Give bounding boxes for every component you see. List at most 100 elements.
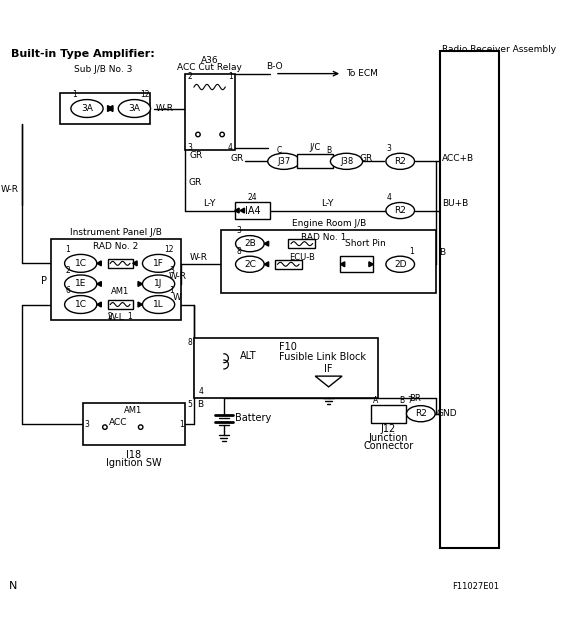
Ellipse shape xyxy=(143,295,175,314)
Text: W-R: W-R xyxy=(169,272,186,281)
Ellipse shape xyxy=(118,100,151,117)
Text: RAD No. 1: RAD No. 1 xyxy=(302,233,347,242)
Ellipse shape xyxy=(65,255,97,272)
Text: ACC Cut Relay: ACC Cut Relay xyxy=(177,63,242,72)
Text: IA4: IA4 xyxy=(245,206,261,215)
Text: J/C: J/C xyxy=(310,144,321,152)
Ellipse shape xyxy=(386,256,415,272)
Text: 4: 4 xyxy=(387,193,391,202)
Text: A: A xyxy=(372,396,378,404)
Text: RAD No. 2: RAD No. 2 xyxy=(93,242,138,251)
Polygon shape xyxy=(138,302,143,307)
Polygon shape xyxy=(369,262,373,267)
Text: A36: A36 xyxy=(201,56,218,65)
Ellipse shape xyxy=(236,236,264,251)
Text: AM1: AM1 xyxy=(125,406,143,415)
Text: 3: 3 xyxy=(387,144,391,153)
Text: Sub J/B No. 3: Sub J/B No. 3 xyxy=(74,65,133,74)
Bar xyxy=(288,239,315,248)
Text: 2: 2 xyxy=(187,72,192,81)
Bar xyxy=(108,259,133,268)
Text: L-Y: L-Y xyxy=(204,199,216,208)
Polygon shape xyxy=(264,241,268,246)
Text: 3A: 3A xyxy=(129,104,140,113)
Bar xyxy=(186,74,235,150)
Text: B-O: B-O xyxy=(267,62,283,71)
Text: B: B xyxy=(399,396,405,404)
Text: GR: GR xyxy=(360,154,373,163)
Text: 24: 24 xyxy=(248,192,257,201)
Ellipse shape xyxy=(143,275,175,293)
Bar xyxy=(108,300,133,309)
Text: F11027E01: F11027E01 xyxy=(452,582,500,591)
Text: Instrument Panel J/B: Instrument Panel J/B xyxy=(70,227,161,236)
Ellipse shape xyxy=(331,153,363,170)
Text: Built-in Type Amplifier:: Built-in Type Amplifier: xyxy=(11,50,155,60)
Text: To ECM: To ECM xyxy=(346,69,378,78)
Circle shape xyxy=(138,425,143,429)
Polygon shape xyxy=(240,208,245,213)
Text: 2C: 2C xyxy=(244,260,256,269)
Text: 5: 5 xyxy=(188,400,192,410)
Text: Engine Room J/B: Engine Room J/B xyxy=(292,220,365,229)
Polygon shape xyxy=(108,105,113,112)
Text: 3: 3 xyxy=(169,265,174,274)
Text: W: W xyxy=(173,293,182,302)
Text: ACC: ACC xyxy=(109,418,128,427)
Text: Ignition SW: Ignition SW xyxy=(105,458,161,467)
Text: 7: 7 xyxy=(407,396,412,405)
Ellipse shape xyxy=(71,100,103,117)
Text: ALT: ALT xyxy=(240,351,257,361)
Text: AM1: AM1 xyxy=(111,286,129,295)
Bar xyxy=(297,154,333,168)
Text: 1: 1 xyxy=(228,72,233,81)
Text: 12: 12 xyxy=(164,245,174,254)
Text: GR: GR xyxy=(188,178,201,187)
Text: P: P xyxy=(41,276,47,286)
Ellipse shape xyxy=(386,153,415,170)
Text: ACC+B: ACC+B xyxy=(442,154,474,163)
Ellipse shape xyxy=(65,295,97,314)
Text: R2: R2 xyxy=(415,409,427,418)
Text: 1: 1 xyxy=(72,90,77,99)
Polygon shape xyxy=(108,105,113,112)
Text: Short Pin: Short Pin xyxy=(345,239,385,248)
Text: 1C: 1C xyxy=(74,259,87,268)
Bar xyxy=(51,239,181,320)
Polygon shape xyxy=(97,302,102,307)
Text: BR: BR xyxy=(409,394,421,403)
Text: R2: R2 xyxy=(394,157,406,166)
Text: W-R: W-R xyxy=(1,185,19,194)
Text: 12: 12 xyxy=(140,90,149,99)
Polygon shape xyxy=(97,281,102,286)
Text: 3: 3 xyxy=(236,226,241,235)
Text: 1: 1 xyxy=(65,245,70,254)
Text: C: C xyxy=(277,146,282,155)
Bar xyxy=(60,93,149,124)
Ellipse shape xyxy=(143,255,175,272)
Bar xyxy=(82,403,186,445)
Polygon shape xyxy=(97,261,102,266)
Ellipse shape xyxy=(65,275,97,293)
Text: GND: GND xyxy=(437,409,457,418)
Text: I18: I18 xyxy=(126,450,141,460)
Bar xyxy=(275,260,302,269)
Text: Battery: Battery xyxy=(235,413,271,423)
Text: R2: R2 xyxy=(394,206,406,215)
Text: Fusible Link Block: Fusible Link Block xyxy=(279,352,367,362)
Text: 1E: 1E xyxy=(75,279,86,288)
Text: W-R: W-R xyxy=(190,253,208,262)
Text: 2D: 2D xyxy=(394,260,407,269)
Text: 3: 3 xyxy=(187,142,192,152)
Text: ECU-B: ECU-B xyxy=(289,253,315,262)
Polygon shape xyxy=(235,208,239,213)
Ellipse shape xyxy=(236,256,264,272)
Text: B: B xyxy=(326,146,331,155)
Text: 1: 1 xyxy=(127,312,133,321)
Text: IF: IF xyxy=(324,364,333,374)
Text: 3A: 3A xyxy=(81,104,93,113)
Text: Connector: Connector xyxy=(363,441,414,451)
Text: 2B: 2B xyxy=(244,239,255,248)
Text: 6: 6 xyxy=(65,286,70,295)
Text: W-L: W-L xyxy=(107,314,124,323)
